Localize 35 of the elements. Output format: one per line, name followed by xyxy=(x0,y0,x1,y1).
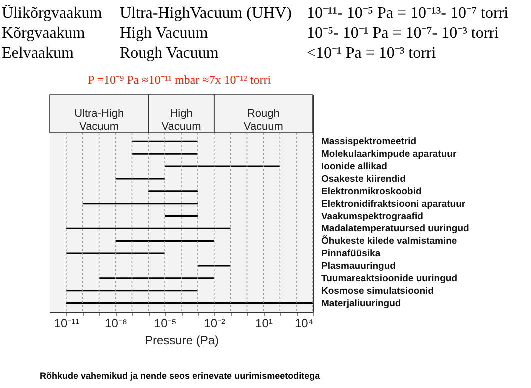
y-tick-label: Õhukeste kilede valmistamine xyxy=(322,235,458,248)
text: <10⁻¹ Pa = 10⁻³ torri xyxy=(307,45,437,62)
text: Eelvaakum xyxy=(2,45,75,62)
chart-subtitle: P =10⁻⁹ Pa ≈10⁻¹¹ mbar ≈7x 10⁻¹² torri xyxy=(88,73,272,87)
text: 10⁻¹¹- 10⁻⁵ Pa = 10⁻¹³- 10⁻⁷ torri xyxy=(307,5,510,22)
band-label: Ultra-High Vacuum xyxy=(74,108,124,133)
x-tick-label: 10¹ xyxy=(256,316,273,330)
band-label: High Vacuum xyxy=(162,108,202,133)
x-tick-label: 10⁴ xyxy=(294,316,314,330)
text: Rõhkude vahemikud ja nende seos erinevate uurimismeetoditega xyxy=(40,371,322,381)
y-tick-label: Elektronmikroskoobid xyxy=(322,186,422,198)
y-tick-label: Massispektromeetrid xyxy=(322,136,417,148)
y-tick-label: Ioonide allikad xyxy=(322,162,388,173)
x-tick-label: 10⁻² xyxy=(204,316,226,330)
text: High Vacuum xyxy=(120,25,209,42)
text: 10⁻⁵- 10⁻¹ Pa = 10⁻⁷- 10⁻³ torri xyxy=(307,25,500,42)
text: Ülikõrgvaakum xyxy=(2,5,103,22)
y-tick-label: Madalatemperatuursed uuringud xyxy=(322,224,470,235)
y-tick-label: Materjaliuuringud xyxy=(322,298,402,310)
y-tick-label: Elektronidifraktsiooni aparatuur xyxy=(322,198,466,210)
x-tick-label: 10⁻⁸ xyxy=(105,316,128,330)
x-axis-title: Pressure (Pa) xyxy=(144,334,220,348)
y-tick-label: Plasmauuringud xyxy=(322,261,396,272)
text: Ultra-HighVacuum (UHV) xyxy=(120,5,292,22)
text: Rough Vacuum xyxy=(120,45,220,62)
band-label: Rough Vacuum xyxy=(244,108,284,133)
x-tick-label: 10⁻⁵ xyxy=(154,316,177,330)
y-tick-label: Tuumareaktsioonide uuringud xyxy=(322,273,458,284)
y-tick-label: Molekulaarkimpude aparatuur xyxy=(322,149,457,160)
y-tick-label: Osakeste kiirendid xyxy=(322,174,406,185)
x-tick-label: 10⁻¹¹ xyxy=(54,316,80,330)
y-tick-label: Pinnafüüsika xyxy=(322,248,382,260)
y-tick-label: Kosmose simulatsioonid xyxy=(322,286,434,297)
y-tick-label: Vaakumspektrograafid xyxy=(322,211,424,222)
text: Kõrgvaakum xyxy=(2,25,86,42)
